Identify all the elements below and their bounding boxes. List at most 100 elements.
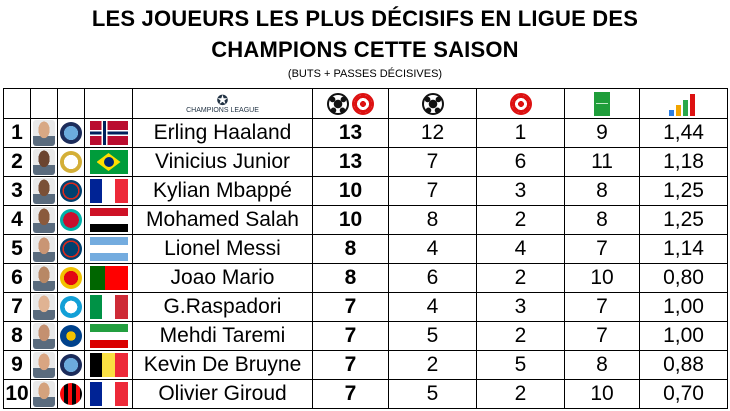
player-photo-cell <box>30 292 58 322</box>
club-crest-cell <box>57 147 85 177</box>
football-icon <box>421 92 444 115</box>
club-crest-cell <box>57 205 85 235</box>
club-crest-cell <box>57 379 85 409</box>
table-row: 6 Joao Mario 8 6 2 10 0,80 <box>3 263 728 293</box>
assists-cell: 5 <box>476 350 565 380</box>
page-subtitle: (BUTS + PASSES DÉCISIVES) <box>287 68 443 80</box>
rank-cell: 8 <box>3 321 31 351</box>
matches-cell: 8 <box>564 176 640 206</box>
country-flag-icon <box>89 237 128 261</box>
total-cell: 7 <box>312 350 389 380</box>
page-title-line2: CHAMPIONS CETTE SAISON <box>211 37 519 62</box>
goals-cell: 7 <box>388 176 477 206</box>
flag-cell <box>84 205 133 235</box>
player-name-cell: Erling Haaland <box>132 118 313 148</box>
player-name-cell: G.Raspadori <box>132 292 313 322</box>
table-row: 8 Mehdi Taremi 7 5 2 7 1,00 <box>3 321 728 351</box>
target-icon <box>509 92 532 115</box>
header-competition-logo: ✪ CHAMPIONS LEAGUE <box>132 88 313 119</box>
goals-cell: 4 <box>388 234 477 264</box>
table-row: 7 G.Raspadori 7 4 3 7 1,00 <box>3 292 728 322</box>
table-row: 4 Mohamed Salah 10 8 2 8 1,25 <box>3 205 728 235</box>
club-crest-cell <box>57 292 85 322</box>
matches-cell: 10 <box>564 263 640 293</box>
country-flag-icon <box>89 324 128 348</box>
goals-cell: 12 <box>388 118 477 148</box>
header-total-cell <box>312 88 389 119</box>
flag-cell <box>84 321 133 351</box>
assists-cell: 2 <box>476 205 565 235</box>
club-crest-icon <box>60 325 82 347</box>
total-cell: 10 <box>312 205 389 235</box>
total-cell: 8 <box>312 234 389 264</box>
rank-cell: 6 <box>3 263 31 293</box>
player-photo-cell <box>30 379 58 409</box>
player-photo-cell <box>30 321 58 351</box>
flag-cell <box>84 118 133 148</box>
player-photo-cell <box>30 350 58 380</box>
country-flag-icon <box>89 266 128 290</box>
table-row: 9 Kevin De Bruyne 7 2 5 8 0,88 <box>3 350 728 380</box>
matches-cell: 7 <box>564 234 640 264</box>
ratio-cell: 0,88 <box>639 350 728 380</box>
country-flag-icon <box>89 121 128 145</box>
club-crest-cell <box>57 118 85 148</box>
table-row: 2 Vinicius Junior 13 7 6 11 1,18 <box>3 147 728 177</box>
player-photo-cell <box>30 118 58 148</box>
matches-cell: 10 <box>564 379 640 409</box>
ratio-cell: 1,18 <box>639 147 728 177</box>
country-flag-icon <box>89 208 128 232</box>
club-crest-cell <box>57 234 85 264</box>
assists-cell: 6 <box>476 147 565 177</box>
rank-cell: 9 <box>3 350 31 380</box>
assists-cell: 2 <box>476 263 565 293</box>
matches-cell: 8 <box>564 205 640 235</box>
player-photo-cell <box>30 176 58 206</box>
ratio-cell: 1,00 <box>639 292 728 322</box>
goals-cell: 5 <box>388 321 477 351</box>
rank-cell: 1 <box>3 118 31 148</box>
ratio-cell: 1,44 <box>639 118 728 148</box>
header-rank-cell <box>3 88 31 119</box>
club-crest-cell <box>57 350 85 380</box>
table-header-row: ✪ CHAMPIONS LEAGUE <box>3 88 728 119</box>
assists-cell: 3 <box>476 176 565 206</box>
header-photo-cell <box>30 88 58 119</box>
club-crest-icon <box>60 180 82 202</box>
player-avatar <box>33 120 55 146</box>
player-avatar <box>33 323 55 349</box>
player-photo-cell <box>30 263 58 293</box>
country-flag-icon <box>89 295 128 319</box>
ratio-cell: 0,80 <box>639 263 728 293</box>
pitch-icon <box>594 91 610 116</box>
ratio-cell: 1,25 <box>639 205 728 235</box>
ratio-cell: 1,25 <box>639 176 728 206</box>
matches-cell: 9 <box>564 118 640 148</box>
flag-cell <box>84 176 133 206</box>
club-crest-icon <box>60 122 82 144</box>
flag-cell <box>84 379 133 409</box>
player-avatar <box>33 265 55 291</box>
player-avatar <box>33 178 55 204</box>
header-club-cell <box>57 88 85 119</box>
matches-cell: 7 <box>564 321 640 351</box>
goals-cell: 2 <box>388 350 477 380</box>
page-title-line1: LES JOUEURS LES PLUS DÉCISIFS EN LIGUE D… <box>91 6 639 31</box>
player-avatar <box>33 381 55 407</box>
player-name-cell: Mohamed Salah <box>132 205 313 235</box>
total-cell: 13 <box>312 118 389 148</box>
country-flag-icon <box>89 353 128 377</box>
goals-cell: 8 <box>388 205 477 235</box>
growth-chart-icon <box>668 92 699 116</box>
country-flag-icon <box>89 179 128 203</box>
club-crest-icon <box>60 151 82 173</box>
matches-cell: 7 <box>564 292 640 322</box>
club-crest-cell <box>57 176 85 206</box>
club-crest-cell <box>57 263 85 293</box>
table-row: 3 Kylian Mbappé 10 7 3 8 1,25 <box>3 176 728 206</box>
player-avatar <box>33 294 55 320</box>
flag-cell <box>84 234 133 264</box>
flag-cell <box>84 263 133 293</box>
player-photo-cell <box>30 147 58 177</box>
player-avatar <box>33 352 55 378</box>
